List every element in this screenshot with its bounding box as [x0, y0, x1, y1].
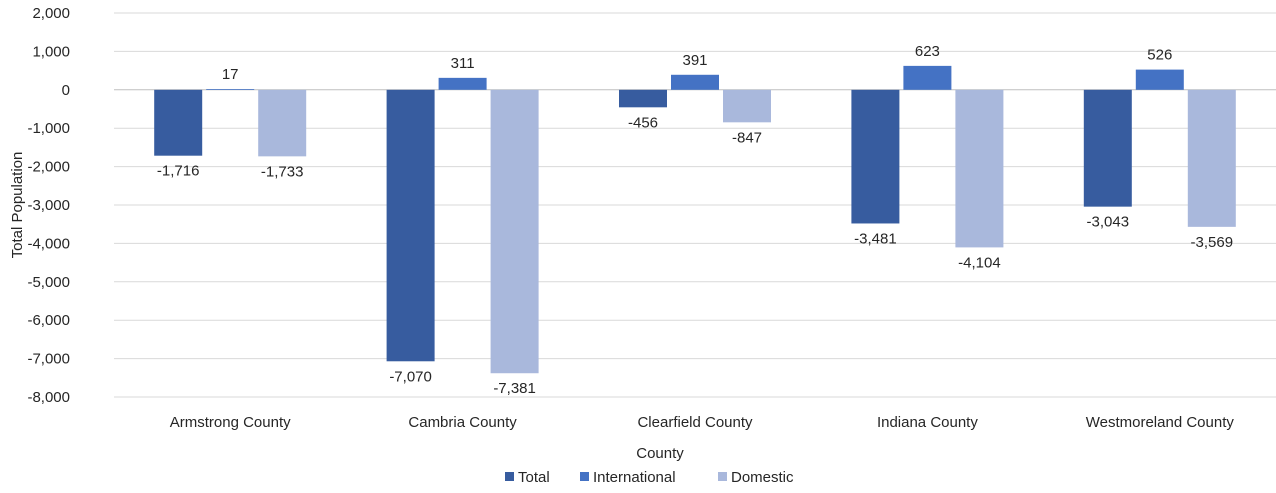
- y-tick-label: -1,000: [27, 120, 70, 137]
- y-tick-label: -3,000: [27, 197, 70, 214]
- data-label: 311: [451, 55, 475, 72]
- bar-domestic-4: [1187, 89, 1236, 227]
- bar-international-4: [1135, 69, 1184, 90]
- gridlines: [114, 12, 1276, 398]
- bar-international-0: [206, 89, 255, 90]
- category-label: Westmoreland County: [1086, 414, 1235, 431]
- y-tick-label: -8,000: [27, 389, 70, 406]
- bar-total-0: [154, 89, 203, 156]
- x-axis-category-labels: Armstrong County Cambria County Clearfield…: [170, 414, 1235, 431]
- data-label: -7,381: [493, 380, 536, 397]
- legend-swatch-total: [505, 472, 514, 481]
- bar-international-3: [903, 65, 952, 90]
- y-tick-label: 2,000: [32, 5, 70, 22]
- bar-total-1: [386, 89, 435, 362]
- y-tick-label: -4,000: [27, 235, 70, 252]
- data-label: -4,104: [958, 254, 1001, 271]
- data-label: -847: [732, 129, 762, 146]
- y-tick-label: -6,000: [27, 312, 70, 329]
- y-tick-label: 0: [62, 82, 70, 99]
- data-label: 623: [915, 43, 940, 60]
- bars: [154, 65, 1236, 374]
- y-tick-label: 1,000: [32, 43, 70, 60]
- legend-label-domestic: Domestic: [731, 469, 794, 486]
- legend-swatch-domestic: [718, 472, 727, 481]
- data-label: -1,733: [261, 163, 304, 180]
- data-label: -3,043: [1087, 214, 1130, 231]
- bar-total-3: [851, 89, 900, 224]
- data-label: 17: [222, 66, 239, 83]
- bar-total-2: [619, 89, 667, 108]
- bar-domestic-0: [258, 89, 307, 157]
- bar-total-4: [1083, 89, 1132, 207]
- data-label: -3,569: [1191, 234, 1234, 251]
- x-axis-title: County: [636, 445, 684, 462]
- y-axis-tick-labels: 2,000 1,000 0 -1,000 -2,000 -3,000 -4,000 -5,00…: [27, 5, 70, 406]
- data-label: -7,070: [389, 368, 432, 385]
- data-label: 391: [682, 52, 707, 69]
- data-label: -1,716: [157, 163, 200, 180]
- legend-swatch-international: [580, 472, 589, 481]
- bar-domestic-3: [955, 89, 1004, 248]
- bar-international-1: [438, 77, 487, 90]
- category-label: Clearfield County: [637, 414, 753, 431]
- bar-domestic-2: [723, 89, 771, 123]
- category-label: Cambria County: [408, 414, 517, 431]
- y-tick-label: -2,000: [27, 159, 70, 176]
- y-tick-label: -7,000: [27, 351, 70, 368]
- data-labels: -1,716 17 -1,733 -7,070 311 -7,381 -456 391 -847…: [157, 43, 1233, 397]
- y-tick-label: -5,000: [27, 274, 70, 291]
- bar-international-2: [671, 74, 719, 90]
- legend-label-total: Total: [518, 469, 550, 486]
- data-label: -3,481: [854, 230, 897, 247]
- legend-label-international: International: [593, 469, 676, 486]
- legend: Total International Domestic: [505, 469, 794, 486]
- data-label: 526: [1147, 47, 1172, 64]
- bar-domestic-1: [490, 89, 539, 374]
- data-label: -456: [628, 114, 658, 131]
- category-label: Armstrong County: [170, 414, 291, 431]
- category-label: Indiana County: [877, 414, 978, 431]
- y-axis-title: Total Population: [9, 152, 26, 259]
